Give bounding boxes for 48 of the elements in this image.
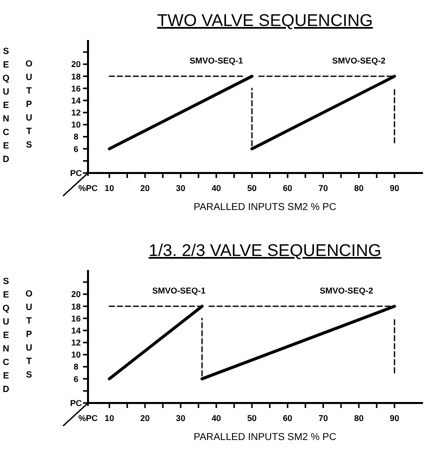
y-tick-label: 16 bbox=[71, 83, 81, 94]
series-label: SMVO-SEQ-1 bbox=[152, 285, 206, 296]
x-tick-label: 90 bbox=[390, 413, 400, 423]
y-tick-label: 20 bbox=[71, 289, 81, 300]
x-tick-label: 20 bbox=[140, 183, 150, 193]
x-axis-title: PARALLED INPUTS SM2 % PC bbox=[194, 202, 336, 213]
y-tick-label: 6 bbox=[74, 144, 79, 154]
x-tick-label: 90 bbox=[390, 183, 400, 193]
x-tick-label: 50 bbox=[247, 413, 257, 423]
y-tick-label: PC bbox=[70, 168, 82, 178]
x-tick-label: 40 bbox=[212, 183, 222, 193]
y-tick-label: 10 bbox=[71, 120, 81, 130]
x-tick-label: 50 bbox=[247, 183, 257, 193]
y-tick-label: 18 bbox=[71, 301, 81, 312]
x-tick-label: 10 bbox=[104, 413, 114, 423]
y-tick-label: 14 bbox=[71, 95, 81, 106]
y-tick-label: PC bbox=[70, 398, 82, 408]
x-tick-label: 30 bbox=[176, 413, 186, 423]
text: SEQUENCED OUTPUTS bbox=[1, 276, 34, 398]
text: SEQUENCED OUTPUTS bbox=[1, 46, 34, 168]
x-tick-label: 60 bbox=[282, 413, 293, 423]
y-tick-label: 20 bbox=[71, 59, 81, 70]
x-tick-label: 20 bbox=[140, 413, 150, 423]
x-tick-label: 80 bbox=[354, 413, 364, 423]
y-tick-label: 12 bbox=[71, 338, 81, 348]
y-tick-label: 14 bbox=[71, 325, 81, 336]
x-axis-title: PARALLED INPUTS SM2 % PC bbox=[194, 432, 336, 443]
text: SMVO-SEQ-2 bbox=[320, 285, 374, 296]
chart-title: 1/3. 2/3 VALVE SEQUENCING bbox=[148, 241, 382, 260]
x-tick-label: 70 bbox=[318, 413, 328, 423]
chart-title: TWO VALVE SEQUENCING bbox=[157, 11, 373, 30]
x-tick-label: %PC bbox=[78, 183, 98, 193]
series-label: SMVO-SEQ-2 bbox=[332, 55, 386, 66]
y-tick-label: 10 bbox=[71, 350, 81, 360]
y-tick-label: 6 bbox=[74, 374, 79, 384]
series-label: SMVO-SEQ-1 bbox=[190, 55, 244, 66]
x-tick-label: 10 bbox=[104, 183, 114, 193]
x-tick-label: 40 bbox=[212, 413, 222, 423]
x-tick-label: 30 bbox=[176, 183, 186, 193]
y-tick-label: 18 bbox=[71, 71, 81, 82]
y-tick-label: 8 bbox=[74, 362, 79, 372]
y-tick-label: 16 bbox=[71, 313, 81, 324]
y-tick-label: 8 bbox=[74, 132, 79, 142]
y-tick-label: 12 bbox=[71, 108, 81, 118]
x-tick-label: 70 bbox=[318, 183, 328, 193]
x-tick-label: 60 bbox=[282, 183, 293, 193]
x-tick-label: 80 bbox=[354, 183, 364, 193]
x-tick-label: %PC bbox=[78, 413, 98, 423]
